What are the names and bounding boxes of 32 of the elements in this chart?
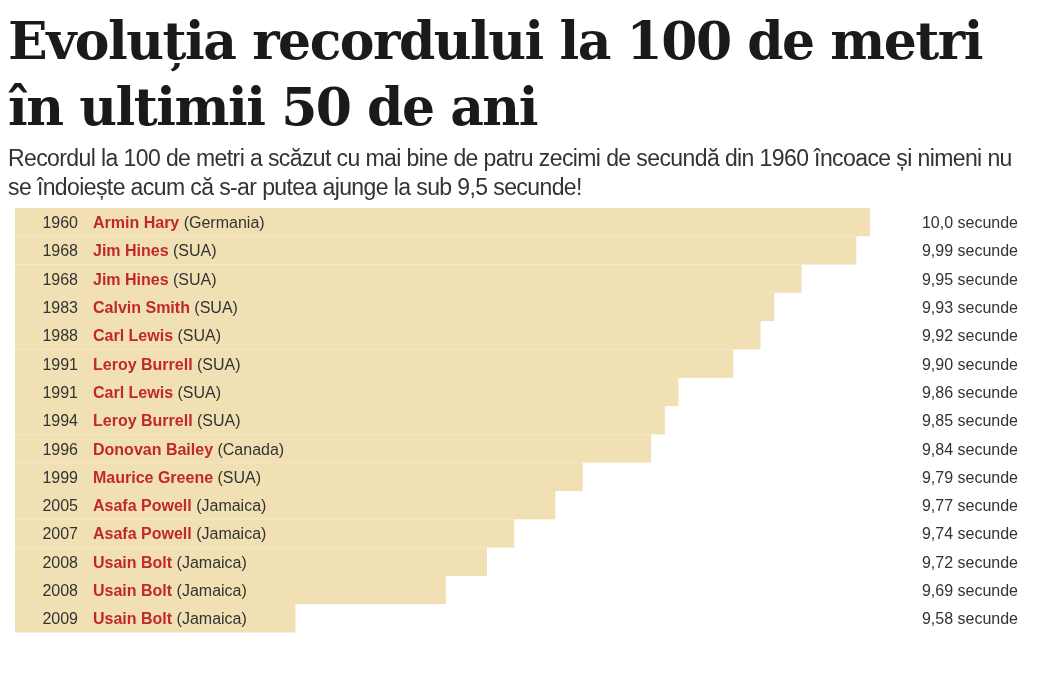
y-tick-label: 1999 Maurice Greene (SUA) — [42, 468, 262, 486]
y-tick-label: 2008 Usain Bolt (Jamaica) — [42, 582, 247, 600]
y-tick-label: 1991 Leroy Burrell (SUA) — [42, 355, 241, 373]
chart-title: Evoluția recordului la 100 de metri în ultimii 50 de ani — [8, 9, 984, 139]
y-tick-label: 1994 Leroy Burrell (SUA) — [42, 412, 241, 430]
data-label: 9,72 secunde — [921, 553, 1019, 571]
data-label: 10,0 secunde — [921, 214, 1019, 232]
y-tick-label: 2007 Asafa Powell (Jamaica) — [42, 525, 267, 543]
y-tick-label: 1960 Armin Hary (Germania) — [42, 214, 265, 232]
data-label: 9,79 secunde — [921, 468, 1019, 486]
data-label: 9,99 secunde — [921, 242, 1019, 260]
data-label: 9,69 secunde — [921, 582, 1019, 600]
chart-subtitle: Recordul la 100 de metri a scăzut cu mai bine de patru zecimi de secundă din 1960 încoace și nimeni nu se îndoiește acum că s-ar putea ajunge la sub 9,5 secunde! — [8, 144, 1013, 202]
y-tick-label: 1991 Carl Lewis (SUA) — [42, 383, 222, 401]
y-tick-label: 1983 Calvin Smith (SUA) — [42, 299, 238, 317]
data-label: 9,85 secunde — [921, 412, 1019, 430]
y-tick-label: 2008 Usain Bolt (Jamaica) — [42, 553, 247, 571]
y-tick-label: 1968 Jim Hines (SUA) — [42, 242, 217, 260]
data-label: 9,58 secunde — [921, 610, 1019, 628]
data-label: 9,77 secunde — [921, 497, 1019, 515]
y-tick-label: 2005 Asafa Powell (Jamaica) — [42, 497, 267, 515]
data-label: 9,74 secunde — [921, 525, 1019, 543]
data-label: 9,90 secunde — [921, 355, 1019, 373]
y-tick-label: 1996 Donovan Bailey (Canada) — [42, 440, 285, 458]
y-tick-label: 1968 Jim Hines (SUA) — [42, 270, 217, 288]
y-tick-label: 1988 Carl Lewis (SUA) — [42, 327, 222, 345]
data-label: 9,86 secunde — [921, 383, 1019, 401]
data-label: 9,95 secunde — [921, 270, 1019, 288]
data-label: 9,84 secunde — [921, 440, 1019, 458]
data-label: 9,93 secunde — [921, 299, 1019, 317]
y-tick-label: 2009 Usain Bolt (Jamaica) — [42, 610, 247, 628]
data-label: 9,92 secunde — [921, 327, 1019, 345]
